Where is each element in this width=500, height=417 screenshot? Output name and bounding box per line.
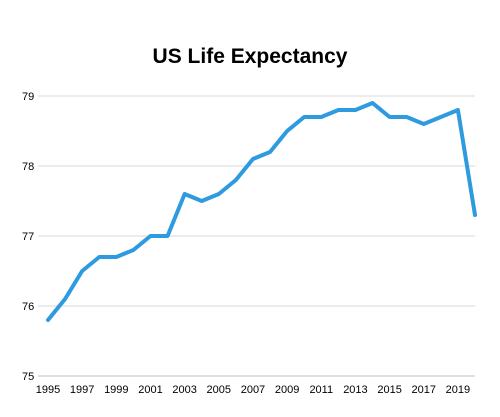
x-tick-label: 1999 bbox=[104, 384, 128, 396]
x-tick-label: 1997 bbox=[70, 384, 94, 396]
y-tick-label: 78 bbox=[22, 161, 34, 173]
x-tick-label: 2019 bbox=[446, 384, 470, 396]
data-point bbox=[285, 129, 289, 133]
data-point bbox=[268, 150, 272, 154]
data-point bbox=[200, 199, 204, 203]
x-tick-label: 2001 bbox=[138, 384, 162, 396]
data-point bbox=[319, 115, 323, 119]
x-tick-label: 2009 bbox=[275, 384, 299, 396]
data-point bbox=[405, 115, 409, 119]
y-axis: 75 76 77 78 79 bbox=[22, 91, 34, 383]
y-tick-label: 79 bbox=[22, 91, 34, 103]
data-point bbox=[456, 108, 460, 112]
data-point bbox=[63, 297, 67, 301]
y-tick-label: 75 bbox=[22, 371, 34, 383]
data-point bbox=[148, 234, 152, 238]
gridlines bbox=[38, 95, 475, 377]
data-point bbox=[251, 157, 255, 161]
x-tick-label: 1995 bbox=[36, 384, 60, 396]
data-point bbox=[183, 192, 187, 196]
x-axis: 1995 1997 1999 2001 2003 2005 2007 2009 2011 2013… bbox=[36, 384, 470, 396]
data-point bbox=[97, 255, 101, 259]
x-tick-label: 2003 bbox=[172, 384, 196, 396]
data-point bbox=[114, 255, 118, 259]
data-point bbox=[46, 318, 50, 322]
data-point bbox=[166, 234, 170, 238]
y-tick-label: 77 bbox=[22, 231, 34, 243]
chart-title: US Life Expectancy bbox=[153, 45, 348, 68]
data-point bbox=[336, 108, 340, 112]
y-tick-label: 76 bbox=[22, 301, 34, 313]
data-point bbox=[388, 115, 392, 119]
data-point bbox=[302, 115, 306, 119]
data-point bbox=[422, 122, 426, 126]
data-point bbox=[217, 192, 221, 196]
data-point bbox=[131, 248, 135, 252]
series-layer bbox=[46, 101, 477, 322]
x-tick-label: 2007 bbox=[241, 384, 265, 396]
x-tick-label: 2005 bbox=[207, 384, 231, 396]
series-line bbox=[46, 101, 477, 322]
x-tick-label: 2011 bbox=[309, 384, 333, 396]
data-point bbox=[353, 108, 357, 112]
data-point bbox=[80, 269, 84, 273]
data-point bbox=[371, 101, 375, 105]
x-tick-label: 2017 bbox=[412, 384, 436, 396]
data-point bbox=[234, 178, 238, 182]
x-tick-label: 2013 bbox=[343, 384, 367, 396]
data-point bbox=[473, 213, 477, 217]
data-point bbox=[439, 115, 443, 119]
x-tick-label: 2015 bbox=[377, 384, 401, 396]
